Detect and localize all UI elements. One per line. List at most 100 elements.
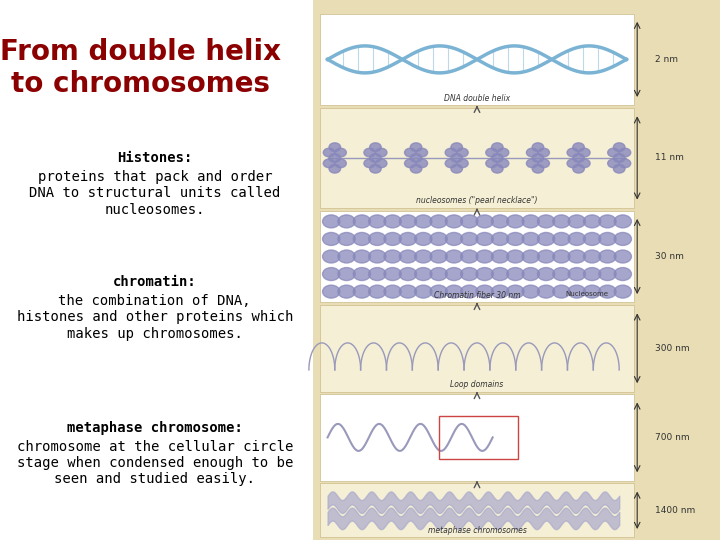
- Circle shape: [599, 232, 616, 245]
- Text: Histones:: Histones:: [117, 151, 192, 165]
- Bar: [439, 416, 518, 459]
- Circle shape: [507, 250, 524, 263]
- Circle shape: [405, 148, 416, 157]
- Circle shape: [522, 232, 539, 245]
- Circle shape: [532, 143, 544, 151]
- Circle shape: [583, 232, 600, 245]
- Circle shape: [415, 285, 432, 298]
- Circle shape: [445, 148, 456, 157]
- Circle shape: [507, 215, 524, 228]
- Circle shape: [599, 215, 616, 228]
- Circle shape: [568, 215, 585, 228]
- Circle shape: [613, 164, 625, 173]
- Circle shape: [476, 267, 493, 281]
- Circle shape: [613, 143, 625, 151]
- Circle shape: [456, 148, 468, 157]
- Circle shape: [579, 159, 590, 167]
- Circle shape: [573, 143, 585, 151]
- Circle shape: [338, 285, 355, 298]
- Circle shape: [335, 159, 346, 167]
- Circle shape: [446, 250, 463, 263]
- Circle shape: [430, 250, 447, 263]
- Text: Loop domains: Loop domains: [451, 380, 503, 389]
- Circle shape: [369, 250, 386, 263]
- Circle shape: [369, 267, 386, 281]
- Circle shape: [384, 232, 401, 245]
- Circle shape: [537, 285, 554, 298]
- Circle shape: [445, 159, 456, 167]
- Circle shape: [476, 250, 493, 263]
- Circle shape: [491, 250, 508, 263]
- Circle shape: [461, 285, 478, 298]
- Circle shape: [619, 148, 631, 157]
- Bar: [320, 108, 634, 208]
- Circle shape: [537, 215, 554, 228]
- Circle shape: [416, 148, 428, 157]
- Circle shape: [486, 148, 498, 157]
- Circle shape: [491, 232, 508, 245]
- Circle shape: [461, 267, 478, 281]
- Circle shape: [532, 164, 544, 173]
- Text: proteins that pack and order
DNA to structural units called
nucleosomes.: proteins that pack and order DNA to stru…: [30, 170, 280, 217]
- Text: 700 nm: 700 nm: [655, 433, 690, 442]
- Circle shape: [492, 143, 503, 151]
- Circle shape: [323, 250, 340, 263]
- Bar: [320, 305, 634, 392]
- Bar: [320, 483, 634, 537]
- Text: 2 nm: 2 nm: [655, 55, 678, 64]
- Circle shape: [553, 285, 570, 298]
- Circle shape: [354, 250, 371, 263]
- Circle shape: [451, 153, 462, 162]
- Circle shape: [614, 285, 631, 298]
- Circle shape: [507, 285, 524, 298]
- Text: Nucleosome: Nucleosome: [565, 291, 608, 297]
- Circle shape: [491, 267, 508, 281]
- Circle shape: [613, 153, 625, 162]
- FancyBboxPatch shape: [313, 0, 720, 540]
- Circle shape: [461, 232, 478, 245]
- Circle shape: [476, 285, 493, 298]
- Circle shape: [369, 153, 381, 162]
- Circle shape: [567, 148, 579, 157]
- Circle shape: [526, 148, 538, 157]
- Circle shape: [354, 267, 371, 281]
- Circle shape: [329, 164, 341, 173]
- Circle shape: [614, 232, 631, 245]
- Circle shape: [451, 164, 462, 173]
- Circle shape: [323, 285, 340, 298]
- Circle shape: [329, 153, 341, 162]
- Circle shape: [583, 250, 600, 263]
- Circle shape: [410, 164, 422, 173]
- Circle shape: [338, 250, 355, 263]
- Circle shape: [323, 232, 340, 245]
- Circle shape: [451, 143, 462, 151]
- Circle shape: [599, 285, 616, 298]
- Circle shape: [537, 250, 554, 263]
- Circle shape: [354, 285, 371, 298]
- Circle shape: [375, 159, 387, 167]
- Circle shape: [573, 153, 585, 162]
- Circle shape: [354, 215, 371, 228]
- Circle shape: [583, 215, 600, 228]
- Circle shape: [354, 232, 371, 245]
- Circle shape: [461, 215, 478, 228]
- Circle shape: [522, 285, 539, 298]
- Text: Chromatin fiber 30 nm: Chromatin fiber 30 nm: [433, 291, 521, 300]
- Circle shape: [323, 148, 335, 157]
- Circle shape: [364, 148, 375, 157]
- Circle shape: [498, 159, 509, 167]
- Circle shape: [507, 267, 524, 281]
- Text: From double helix
to chromosomes: From double helix to chromosomes: [0, 38, 281, 98]
- Circle shape: [384, 267, 401, 281]
- Circle shape: [338, 267, 355, 281]
- Circle shape: [375, 148, 387, 157]
- Circle shape: [608, 159, 619, 167]
- Circle shape: [522, 215, 539, 228]
- Circle shape: [553, 215, 570, 228]
- Circle shape: [553, 232, 570, 245]
- Circle shape: [323, 159, 335, 167]
- Circle shape: [446, 215, 463, 228]
- Circle shape: [364, 159, 375, 167]
- Circle shape: [491, 215, 508, 228]
- Bar: [320, 211, 634, 302]
